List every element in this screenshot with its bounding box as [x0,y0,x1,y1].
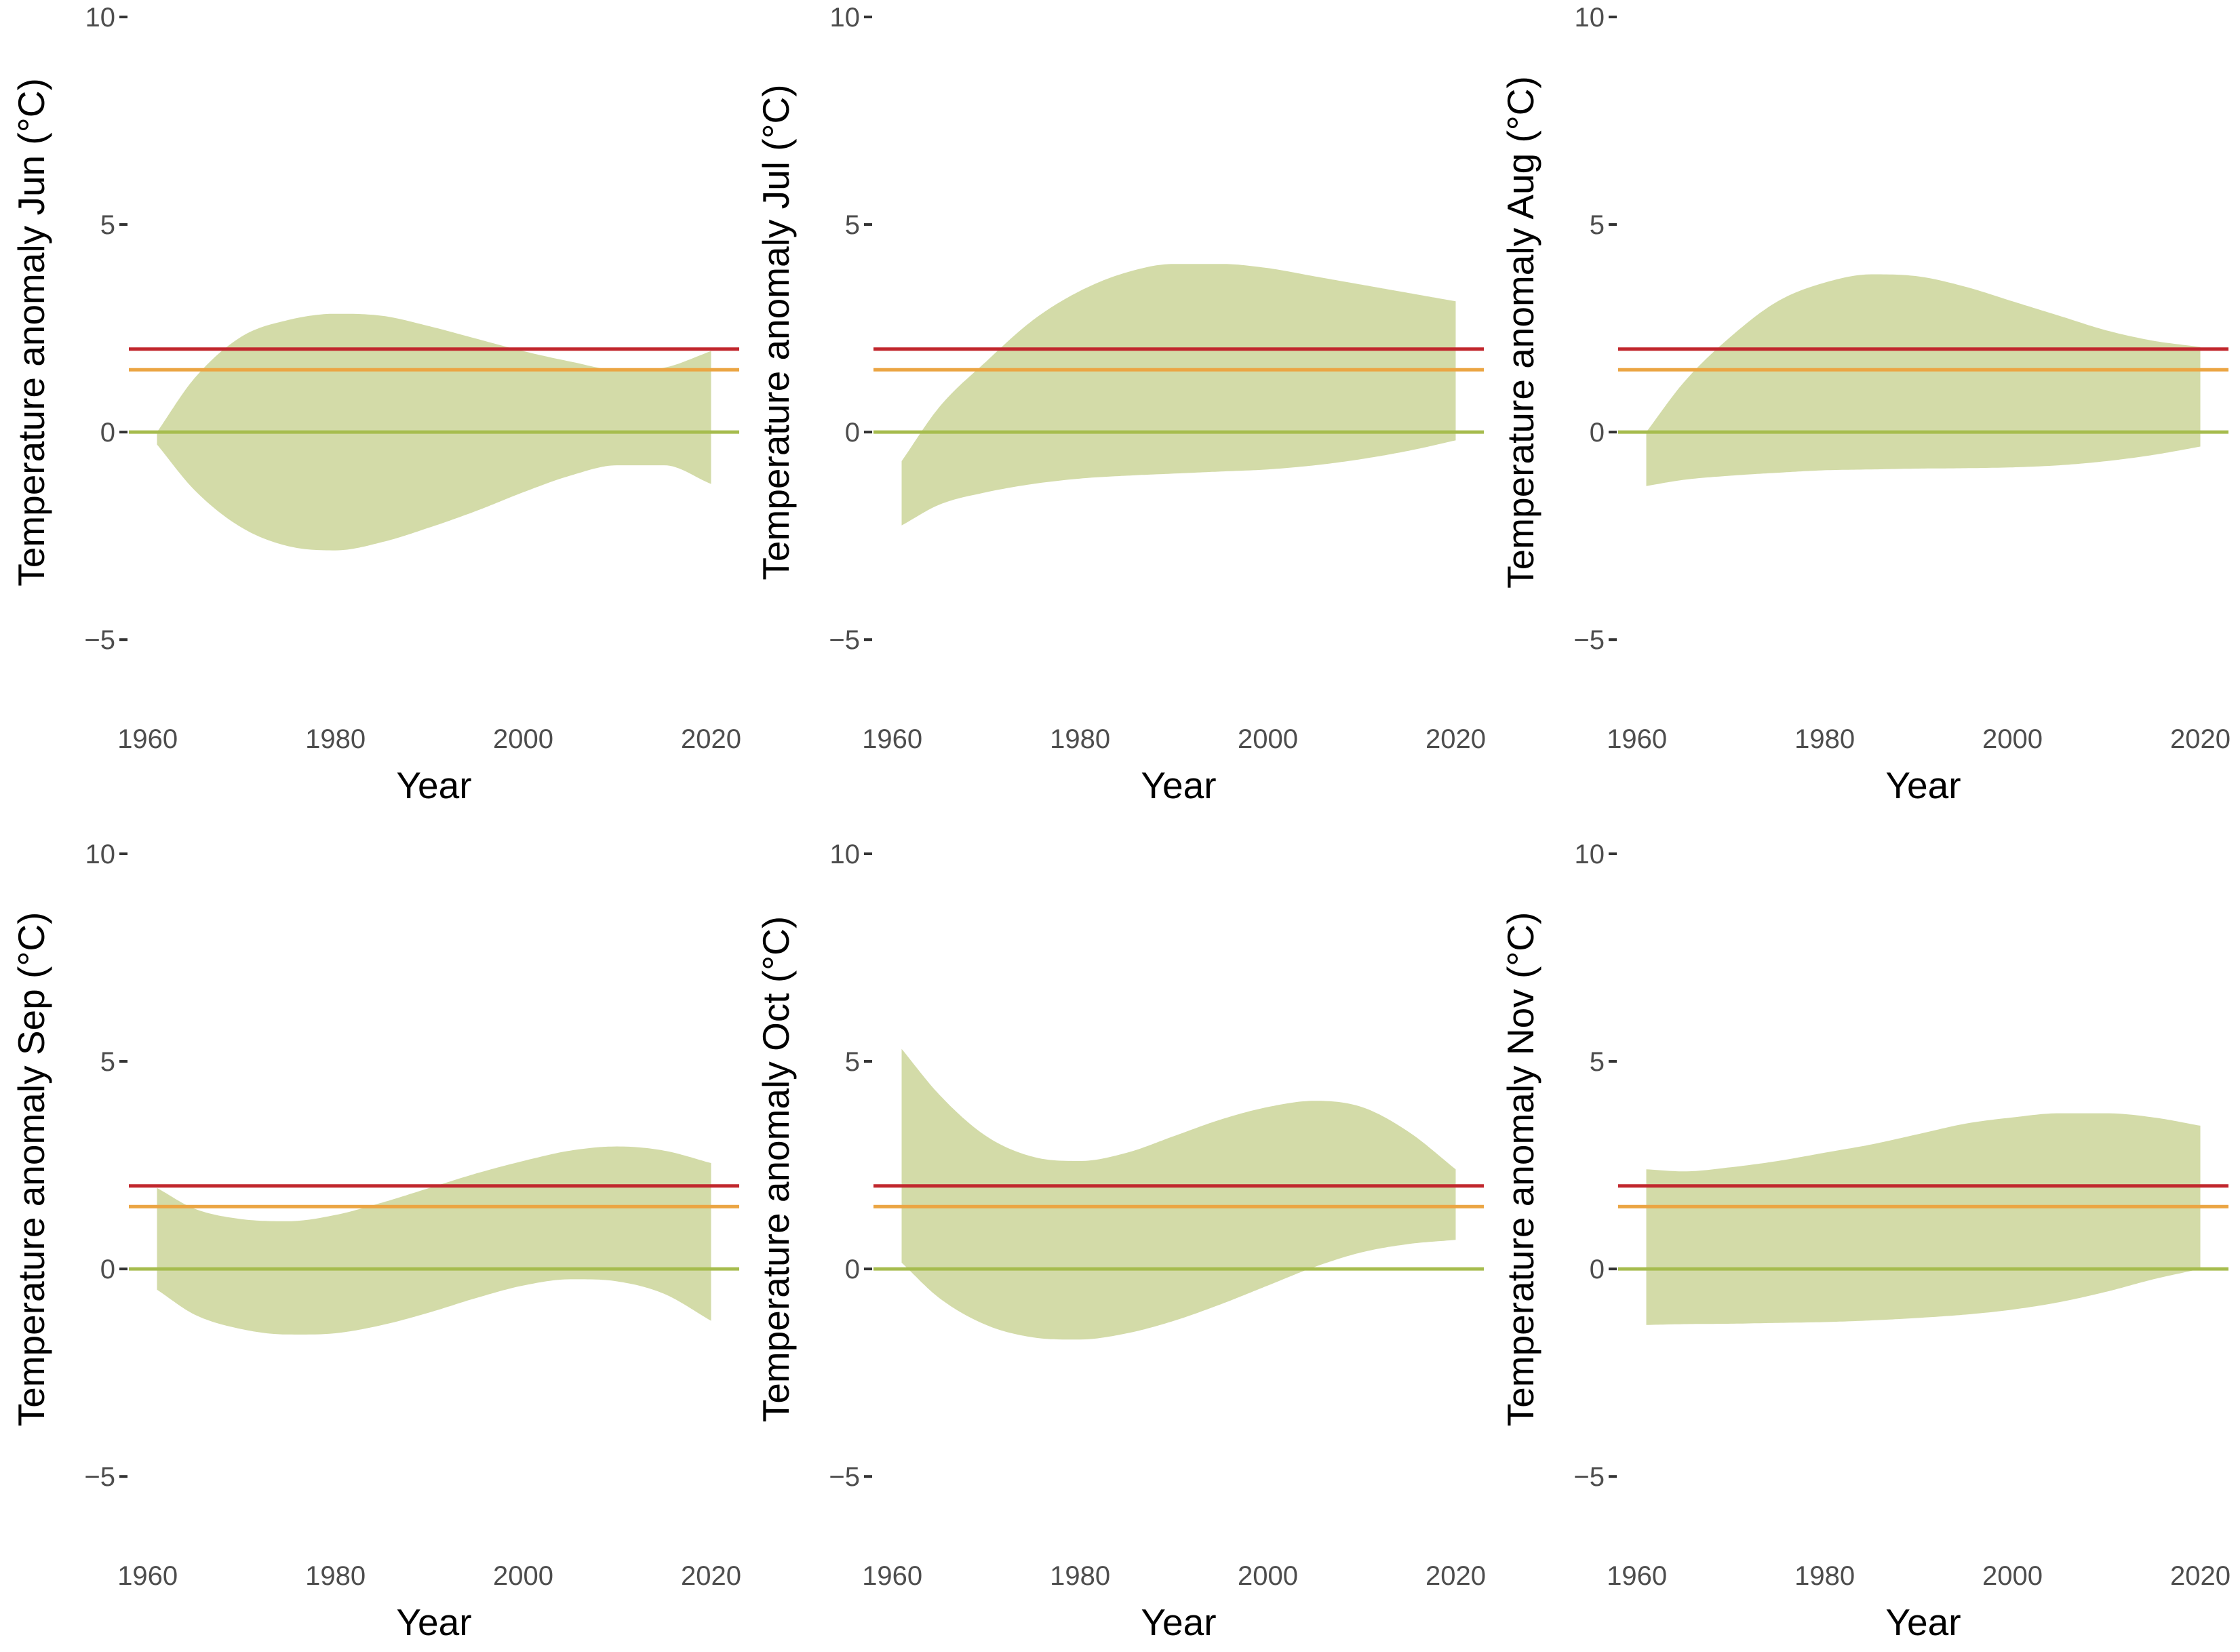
x-tick-label: 2000 [1238,724,1298,754]
y-tick-label: 10 [830,3,861,33]
anomaly-band [901,264,1456,526]
y-axis-title: Temperature anomaly Jul (°C) [755,84,797,580]
x-tick-label: 2000 [493,724,553,754]
x-tick-label: 1960 [1607,724,1667,754]
y-tick-label: 10 [1575,3,1605,33]
x-tick-label: 2020 [2170,1561,2231,1591]
x-tick-label: 2020 [2170,724,2231,754]
panel-2: 10 5 0 −5 1960 1980 2000 2020 Year Temperature an… [755,3,1486,806]
x-tick-label: 1980 [1794,1561,1855,1591]
x-tick-label: 1980 [1050,724,1110,754]
anomaly-band [901,1048,1456,1340]
panel-4: 10 5 0 −5 1960 1980 2000 2020 Year Temperature an… [10,840,741,1643]
x-axis-title: Year [1885,1601,1961,1643]
y-tick-label: 0 [100,1255,115,1284]
panel-1: 10 5 0 −5 1960 1980 2000 2020 Year Temperature an… [10,3,741,806]
y-axis-title: Temperature anomaly Sep (°C) [10,912,52,1427]
x-tick-label: 1960 [117,724,178,754]
y-tick-label: 5 [1590,210,1605,240]
y-tick-label: 0 [1590,418,1605,448]
anomaly-band [1646,274,2201,486]
x-tick-label: 1980 [305,724,366,754]
y-tick-label: 0 [845,1255,860,1284]
x-tick-label: 1960 [117,1561,178,1591]
y-axis-title: Temperature anomaly Aug (°C) [1499,76,1541,589]
y-axis-title: Temperature anomaly Oct (°C) [755,916,797,1422]
y-tick-label: 5 [845,1047,860,1077]
x-tick-label: 1960 [1607,1561,1667,1591]
y-tick-label: 10 [85,3,116,33]
x-axis-title: Year [1141,1601,1216,1643]
y-axis-title: Temperature anomaly Jun (°C) [10,78,52,587]
x-tick-label: 2020 [1426,724,1486,754]
x-axis-title: Year [1141,764,1216,806]
y-tick-label: 10 [1575,840,1605,869]
x-axis-title: Year [396,1601,471,1643]
y-axis-title: Temperature anomaly Nov (°C) [1499,912,1541,1427]
x-tick-label: 2000 [1238,1561,1298,1591]
x-tick-label: 1980 [305,1561,366,1591]
y-tick-label: 5 [1590,1047,1605,1077]
y-tick-label: −5 [829,1462,860,1492]
y-tick-label: 0 [845,418,860,448]
y-tick-label: −5 [84,625,115,655]
x-axis-title: Year [396,764,471,806]
x-tick-label: 1960 [862,1561,922,1591]
y-tick-label: −5 [1573,1462,1605,1492]
x-tick-label: 1980 [1050,1561,1110,1591]
panel-3: 10 5 0 −5 1960 1980 2000 2020 Year Temperature an… [1499,3,2231,806]
panel-5: 10 5 0 −5 1960 1980 2000 2020 Year Temperature an… [755,840,1486,1643]
x-tick-label: 2020 [681,724,741,754]
anomaly-band [157,1146,711,1335]
y-tick-label: −5 [1573,625,1605,655]
y-tick-label: 5 [100,1047,115,1077]
y-tick-label: 10 [830,840,861,869]
y-tick-label: 0 [1590,1255,1605,1284]
y-tick-label: 10 [85,840,116,869]
x-tick-label: 2000 [493,1561,553,1591]
y-tick-label: 5 [845,210,860,240]
y-tick-label: −5 [829,625,860,655]
x-axis-title: Year [1885,764,1961,806]
x-tick-label: 2000 [1982,724,2043,754]
y-tick-label: 5 [100,210,115,240]
x-tick-label: 2020 [681,1561,741,1591]
x-tick-label: 2000 [1982,1561,2043,1591]
y-tick-label: 0 [100,418,115,448]
anomaly-band [1646,1113,2201,1325]
y-tick-label: −5 [84,1462,115,1492]
x-tick-label: 1960 [862,724,922,754]
x-tick-label: 2020 [1426,1561,1486,1591]
panel-6: 10 5 0 −5 1960 1980 2000 2020 Year Temperature an… [1499,840,2231,1643]
x-tick-label: 1980 [1794,724,1855,754]
